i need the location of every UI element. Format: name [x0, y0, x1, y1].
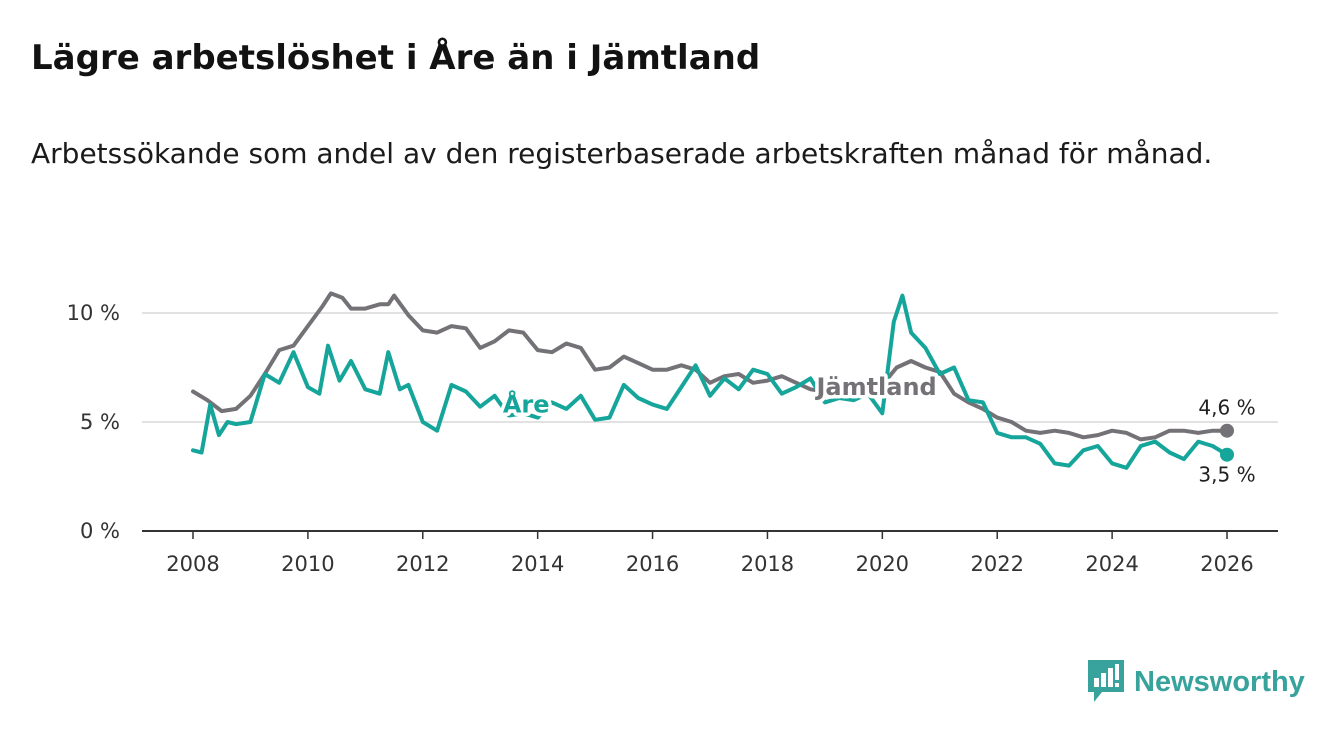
x-tick-label: 2026 — [1200, 552, 1253, 576]
series-lines — [191, 291, 1234, 470]
brand-name: Newsworthy — [1134, 665, 1305, 698]
gridlines — [142, 312, 1278, 423]
series-line-are — [191, 293, 1229, 470]
x-tick-label: 2012 — [396, 552, 449, 576]
x-tick-label: 2014 — [511, 552, 564, 576]
series-labels: 4,6 % 3,5 % Jämtland Åre — [499, 370, 1255, 487]
series-name-label-jamtland: Jämtland — [814, 373, 936, 401]
x-tick-label: 2024 — [1085, 552, 1138, 576]
chart-subtitle: Arbetssökande som andel av den registerb… — [31, 137, 1213, 170]
y-tick-label: 5 % — [80, 410, 120, 434]
x-tick-label: 2018 — [741, 552, 794, 576]
y-tick-label: 10 % — [67, 301, 120, 325]
x-tick-label: 2016 — [626, 552, 679, 576]
axes: 0 % 5 % 10 % 2008 2010 2012 2014 2016 2018 2020 20… — [67, 301, 1278, 576]
newsworthy-brand: Newsworthy — [1088, 660, 1305, 704]
series-end-label-are: 3,5 % — [1198, 463, 1255, 487]
series-end-dot-jamtland — [1220, 423, 1234, 438]
series-name-label-are: Åre — [503, 390, 550, 419]
series-end-label-jamtland: 4,6 % — [1198, 396, 1255, 420]
newsworthy-logo-icon — [1088, 660, 1124, 702]
x-tick-label: 2020 — [856, 552, 909, 576]
y-tick-label: 0 % — [80, 519, 120, 543]
x-tick-label: 2010 — [281, 552, 334, 576]
series-end-dot-are — [1220, 447, 1234, 462]
x-tick-label: 2008 — [166, 552, 219, 576]
x-tick-label: 2022 — [970, 552, 1023, 576]
chart-title: Lägre arbetslöshet i Åre än i Jämtland — [31, 38, 761, 78]
